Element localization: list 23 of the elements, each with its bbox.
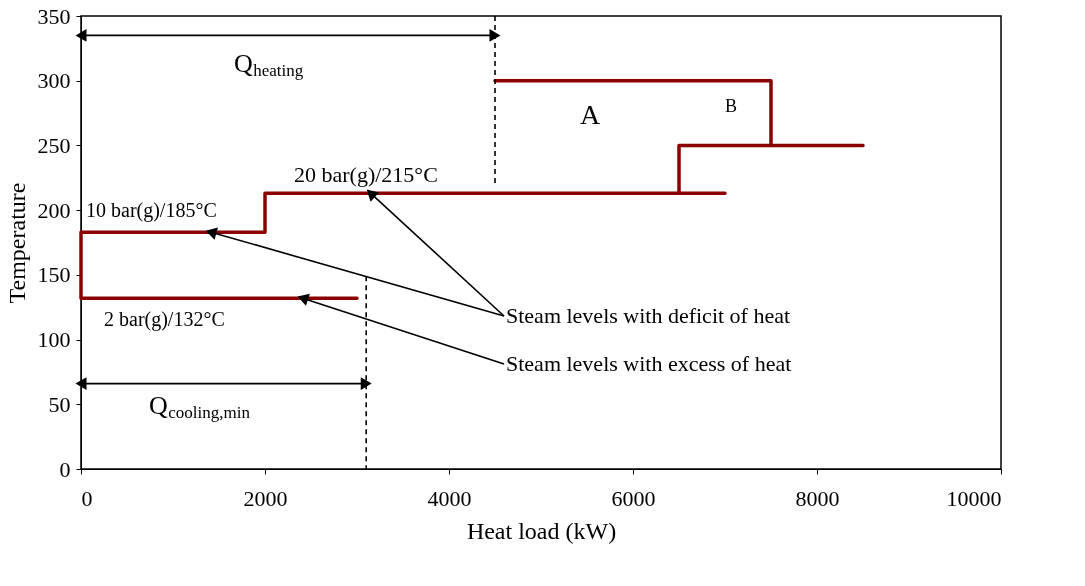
annotation: A [580,99,601,130]
y-tick-label: 350 [37,3,71,29]
y-tick-label: 250 [37,132,71,158]
x-axis-title: Heat load (kW) [466,517,617,544]
x-tick-label: 0 [81,485,93,511]
annotation: 10 bar(g)/185°C [86,199,217,222]
y-tick-label: 50 [48,391,71,417]
y-axis-title: Temperature [3,182,30,304]
x-tick-label: 6000 [611,485,656,511]
y-tick-label: 0 [59,456,71,482]
y-tick-label: 200 [37,197,71,223]
y-tick-label: 100 [37,327,71,353]
annotation: Steam levels with excess of heat [506,351,792,376]
annotation: Steam levels with deficit of heat [506,303,791,328]
annotation: B [725,96,738,116]
x-tick-label: 4000 [427,485,472,511]
annotation: 2 bar(g)/132°C [104,308,225,331]
x-tick-label: 2000 [243,485,288,511]
y-tick-label: 150 [37,262,71,288]
annotation: 20 bar(g)/215°C [294,162,438,187]
x-tick-label: 10000 [946,485,1002,511]
y-tick-label: 300 [37,68,71,94]
x-tick-label: 8000 [795,485,840,511]
